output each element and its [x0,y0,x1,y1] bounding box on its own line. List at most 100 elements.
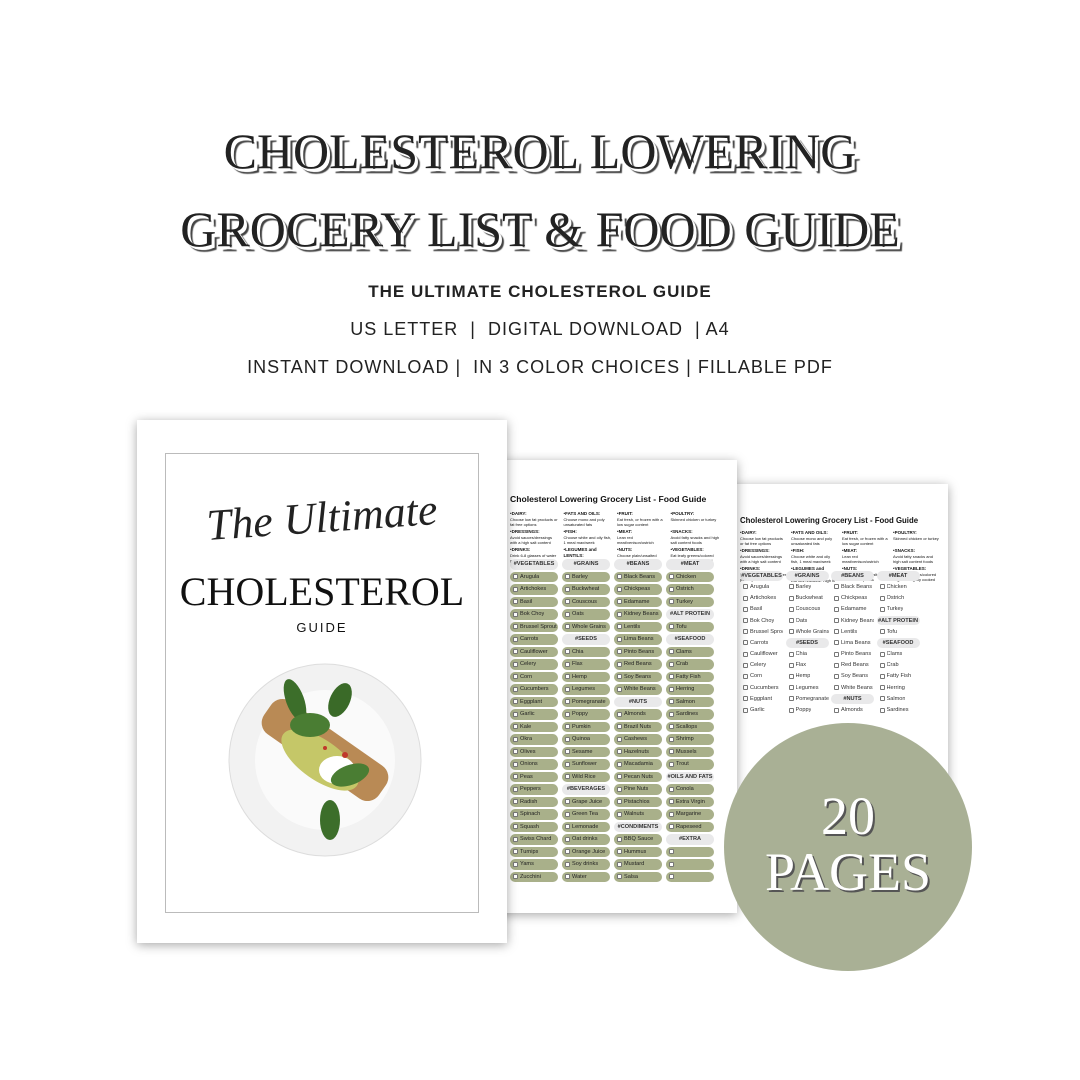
checkbox[interactable] [513,749,518,755]
grocery-item[interactable]: Black Beans [831,582,874,592]
checkbox[interactable] [513,874,518,880]
grocery-item[interactable]: Buckwheat [785,593,829,603]
checkbox[interactable] [669,686,674,692]
grocery-item[interactable]: Soy Beans [831,671,874,682]
checkbox[interactable] [617,574,622,580]
checkbox[interactable] [743,673,748,679]
grocery-item[interactable]: Oats [785,615,829,626]
grocery-item[interactable]: Couscous [562,596,610,607]
grocery-item[interactable]: Kale [510,721,558,732]
grocery-item[interactable]: Bok Choy [740,615,783,626]
grocery-item[interactable]: Lentils [831,626,874,637]
grocery-item[interactable]: Water [562,871,610,882]
checkbox[interactable] [617,749,622,755]
checkbox[interactable] [513,699,518,705]
grocery-item[interactable]: Mussels [666,746,714,757]
grocery-item[interactable]: Chicken [876,582,920,592]
checkbox[interactable] [788,673,794,679]
grocery-item[interactable]: Chickpeas [614,584,662,595]
checkbox[interactable] [565,686,570,692]
grocery-item[interactable]: Cashews [614,734,662,745]
grocery-item[interactable]: Pecan Nuts [614,771,662,782]
checkbox[interactable] [834,707,839,713]
checkbox[interactable] [879,707,885,713]
checkbox[interactable] [834,662,839,668]
checkbox[interactable] [617,624,622,630]
checkbox[interactable] [788,629,794,635]
checkbox[interactable] [834,606,839,612]
checkbox[interactable] [743,662,748,668]
grocery-item[interactable]: Salmon [876,694,920,704]
grocery-item[interactable]: Olives [510,746,558,757]
grocery-item[interactable] [666,846,714,857]
checkbox[interactable] [743,696,748,702]
checkbox[interactable] [743,618,748,624]
checkbox[interactable] [617,649,622,655]
checkbox[interactable] [513,574,518,580]
grocery-item[interactable]: Pine Nuts [614,784,662,795]
checkbox[interactable] [788,685,794,691]
grocery-item[interactable]: Pomegranate [785,694,829,704]
grocery-item[interactable]: White Beans [614,684,662,695]
checkbox[interactable] [834,584,839,590]
grocery-item[interactable]: Turkey [666,596,714,607]
checkbox[interactable] [617,599,622,605]
grocery-item[interactable]: Trout [666,759,714,770]
checkbox[interactable] [879,685,885,691]
grocery-item[interactable]: Garlic [740,705,783,715]
grocery-item[interactable]: Garlic [510,709,558,720]
grocery-item[interactable]: Chia [562,646,610,657]
grocery-item[interactable]: Celery [510,659,558,670]
checkbox[interactable] [743,651,748,657]
grocery-item[interactable]: Pinto Beans [831,649,874,659]
checkbox[interactable] [879,673,885,679]
checkbox[interactable] [513,661,518,667]
grocery-item[interactable]: Pinto Beans [614,646,662,657]
grocery-item[interactable]: Green Tea [562,809,610,820]
grocery-item[interactable]: Chicken [666,571,714,582]
checkbox[interactable] [513,686,518,692]
checkbox[interactable] [788,595,794,601]
grocery-item[interactable]: Carrots [740,638,783,648]
checkbox[interactable] [617,611,622,617]
checkbox[interactable] [669,699,674,705]
grocery-item[interactable]: Okra [510,734,558,745]
grocery-item[interactable]: Ostrich [876,593,920,603]
grocery-item[interactable]: Basil [740,604,783,615]
checkbox[interactable] [834,629,839,635]
checkbox[interactable] [565,611,570,617]
grocery-item[interactable]: Hemp [785,671,829,682]
grocery-item[interactable]: Herring [666,684,714,695]
grocery-item[interactable]: Hazelnuts [614,746,662,757]
grocery-item[interactable]: Brussel Sprout [510,621,558,632]
checkbox[interactable] [879,606,885,612]
checkbox[interactable] [788,606,794,612]
grocery-item[interactable]: Red Beans [831,660,874,671]
checkbox[interactable] [617,849,622,855]
checkbox[interactable] [617,799,622,805]
checkbox[interactable] [565,724,570,730]
checkbox[interactable] [513,649,518,655]
grocery-item[interactable]: Edamame [831,604,874,615]
grocery-item[interactable]: Sardines [876,705,920,715]
grocery-item[interactable]: White Beans [831,682,874,693]
checkbox[interactable] [669,749,674,755]
grocery-item[interactable]: Crab [876,660,920,671]
grocery-item[interactable]: Kidney Beans [614,609,662,620]
checkbox[interactable] [669,824,674,830]
grocery-item[interactable]: Fatty Fish [876,671,920,682]
grocery-item[interactable]: Lentils [614,621,662,632]
checkbox[interactable] [669,674,674,680]
checkbox[interactable] [669,761,674,767]
checkbox[interactable] [617,836,622,842]
grocery-item[interactable]: Oat drinks [562,834,610,845]
grocery-item[interactable]: Hemp [562,671,610,682]
grocery-item[interactable]: Flax [785,660,829,671]
checkbox[interactable] [834,640,839,646]
checkbox[interactable] [617,786,622,792]
checkbox[interactable] [834,618,839,624]
checkbox[interactable] [565,699,570,705]
checkbox[interactable] [788,651,794,657]
grocery-item[interactable]: Cauliflower [510,646,558,657]
checkbox[interactable] [565,661,570,667]
